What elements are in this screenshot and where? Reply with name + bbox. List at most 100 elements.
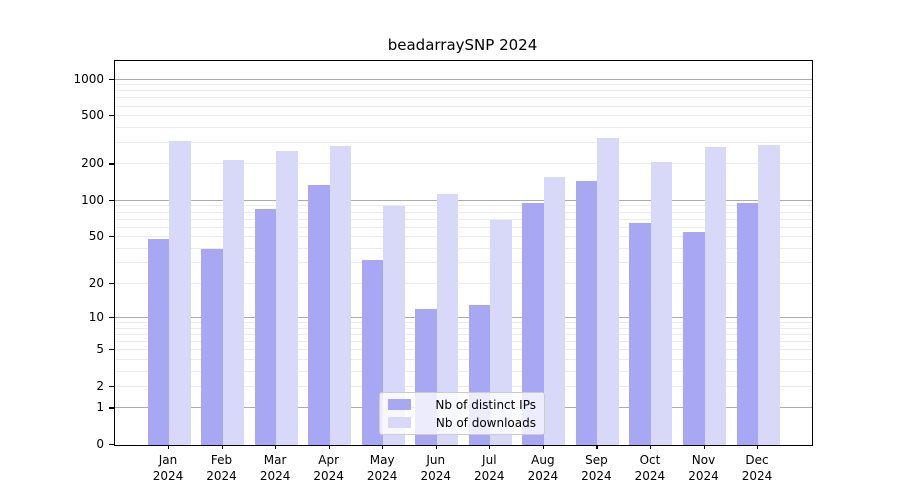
xtick-label-jan: Jan 2024 — [138, 452, 198, 484]
gridline-minor — [115, 90, 812, 92]
xtick-month: Aug — [531, 453, 555, 467]
bar-ips-jan — [147, 239, 169, 445]
ytick-label-50: 50 — [88, 229, 104, 244]
gridline-major — [115, 317, 812, 319]
ytick-mark — [109, 163, 114, 165]
gridline-minor — [115, 163, 812, 165]
xtick-mark — [542, 445, 545, 449]
xtick-year: 2024 — [206, 469, 237, 483]
bar-downloads-jun — [436, 194, 459, 445]
xtick-label-aug: Aug 2024 — [513, 452, 573, 484]
xtick-year: 2024 — [259, 469, 291, 483]
xtick-mark — [435, 445, 437, 449]
ytick-label-10: 10 — [88, 310, 104, 325]
xtick-month: Oct — [639, 453, 661, 467]
gridline-minor — [115, 370, 812, 372]
ytick-mark — [109, 236, 114, 238]
ips-legend-label: Nb of distinct IPs — [435, 397, 536, 412]
ytick-label-500: 500 — [81, 108, 104, 123]
xtick-mark — [596, 445, 598, 449]
gridline-minor — [115, 211, 812, 213]
bar-downloads-may — [383, 206, 405, 445]
xtick-mark — [489, 445, 491, 449]
xtick-mark — [757, 445, 759, 449]
legend-row-downloads: Nb of downloads — [388, 416, 536, 430]
ytick-label-1: 1 — [96, 400, 104, 415]
gridline-minor — [115, 115, 812, 117]
xtick-mark — [703, 445, 705, 449]
gridline-minor — [115, 247, 812, 249]
gridline-minor — [115, 226, 812, 228]
ytick-mark — [109, 444, 114, 446]
bar-downloads-nov — [704, 147, 726, 445]
bar-downloads-jul — [490, 219, 512, 445]
xtick-label-oct: Oct 2024 — [620, 452, 680, 484]
xtick-mark — [275, 445, 277, 449]
xtick-month: Feb — [210, 453, 233, 467]
xtick-label-may: May 2024 — [352, 452, 412, 484]
xtick-month: Nov — [691, 453, 716, 467]
xtick-year: 2024 — [634, 469, 666, 483]
xtick-month: Sep — [585, 453, 608, 467]
xtick-label-apr: Apr 2024 — [299, 452, 359, 484]
xtick-year: 2024 — [366, 469, 398, 483]
ytick-label-100: 100 — [81, 192, 104, 207]
bar-downloads-sep — [597, 138, 619, 445]
xtick-month: Jun — [426, 453, 446, 467]
legend: Nb of distinct IPs Nb of downloads — [379, 392, 545, 435]
bar-ips-may — [361, 260, 384, 445]
xtick-year: 2024 — [313, 469, 344, 483]
gridline-minor — [115, 84, 812, 86]
gridline-minor — [115, 341, 812, 343]
xtick-label-nov: Nov 2024 — [674, 452, 734, 484]
xtick-month: Mar — [263, 453, 287, 467]
ytick-label-20: 20 — [88, 275, 104, 290]
gridline-major — [115, 199, 812, 201]
gridline-minor — [115, 349, 812, 351]
gridline-minor — [115, 282, 812, 284]
xtick-mark — [221, 445, 223, 449]
ytick-mark — [109, 317, 114, 319]
xtick-year: 2024 — [741, 469, 773, 483]
bar-downloads-apr — [329, 145, 352, 445]
ytick-label-0: 0 — [96, 437, 104, 451]
gridline-minor — [115, 385, 812, 387]
ytick-mark — [109, 78, 114, 80]
downloads-legend-label: Nb of downloads — [435, 415, 536, 430]
xtick-year: 2024 — [527, 469, 559, 483]
xtick-label-jun: Jun 2024 — [406, 452, 466, 484]
xtick-label-feb: Feb 2024 — [192, 452, 252, 484]
xtick-year: 2024 — [688, 469, 719, 483]
bar-ips-sep — [575, 181, 598, 445]
ips-swatch — [388, 399, 411, 410]
gridline-minor — [115, 218, 812, 220]
xtick-label-sep: Sep 2024 — [566, 452, 626, 484]
bar-ips-oct — [629, 223, 651, 445]
gridline-minor — [115, 322, 812, 324]
bar-ips-apr — [308, 185, 330, 445]
xtick-month: Jul — [482, 453, 497, 467]
xtick-label-jul: Jul 2024 — [459, 452, 519, 484]
legend-row-ips: Nb of distinct IPs — [388, 398, 536, 412]
gridline-minor — [115, 262, 812, 264]
bar-downloads-mar — [276, 150, 298, 445]
bar-downloads-aug — [543, 176, 566, 445]
gridline-minor — [115, 236, 812, 238]
bar-downloads-jan — [169, 141, 191, 445]
gridline-minor — [115, 126, 812, 128]
bar-ips-nov — [683, 232, 705, 445]
xtick-mark — [649, 445, 652, 449]
ytick-mark — [109, 282, 114, 285]
xtick-mark — [382, 445, 384, 449]
ytick-label-1000: 1000 — [73, 71, 104, 86]
gridline-major — [115, 78, 812, 80]
downloads-swatch — [388, 417, 411, 428]
bar-downloads-dec — [758, 144, 780, 445]
xtick-mark — [328, 445, 330, 449]
xtick-month: May — [369, 453, 395, 467]
ytick-mark — [109, 115, 114, 117]
xtick-year: 2024 — [474, 469, 505, 483]
xtick-year: 2024 — [581, 469, 612, 483]
ytick-mark — [109, 407, 114, 409]
